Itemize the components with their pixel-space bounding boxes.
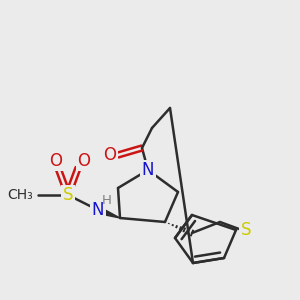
Polygon shape [97, 207, 120, 218]
Text: O: O [77, 152, 91, 170]
Text: O: O [103, 146, 116, 164]
Text: N: N [142, 161, 154, 179]
Text: O: O [50, 152, 62, 170]
Text: S: S [63, 186, 73, 204]
Text: N: N [92, 201, 104, 219]
Text: H: H [102, 194, 112, 208]
Text: CH₃: CH₃ [7, 188, 33, 202]
Text: S: S [241, 221, 251, 239]
